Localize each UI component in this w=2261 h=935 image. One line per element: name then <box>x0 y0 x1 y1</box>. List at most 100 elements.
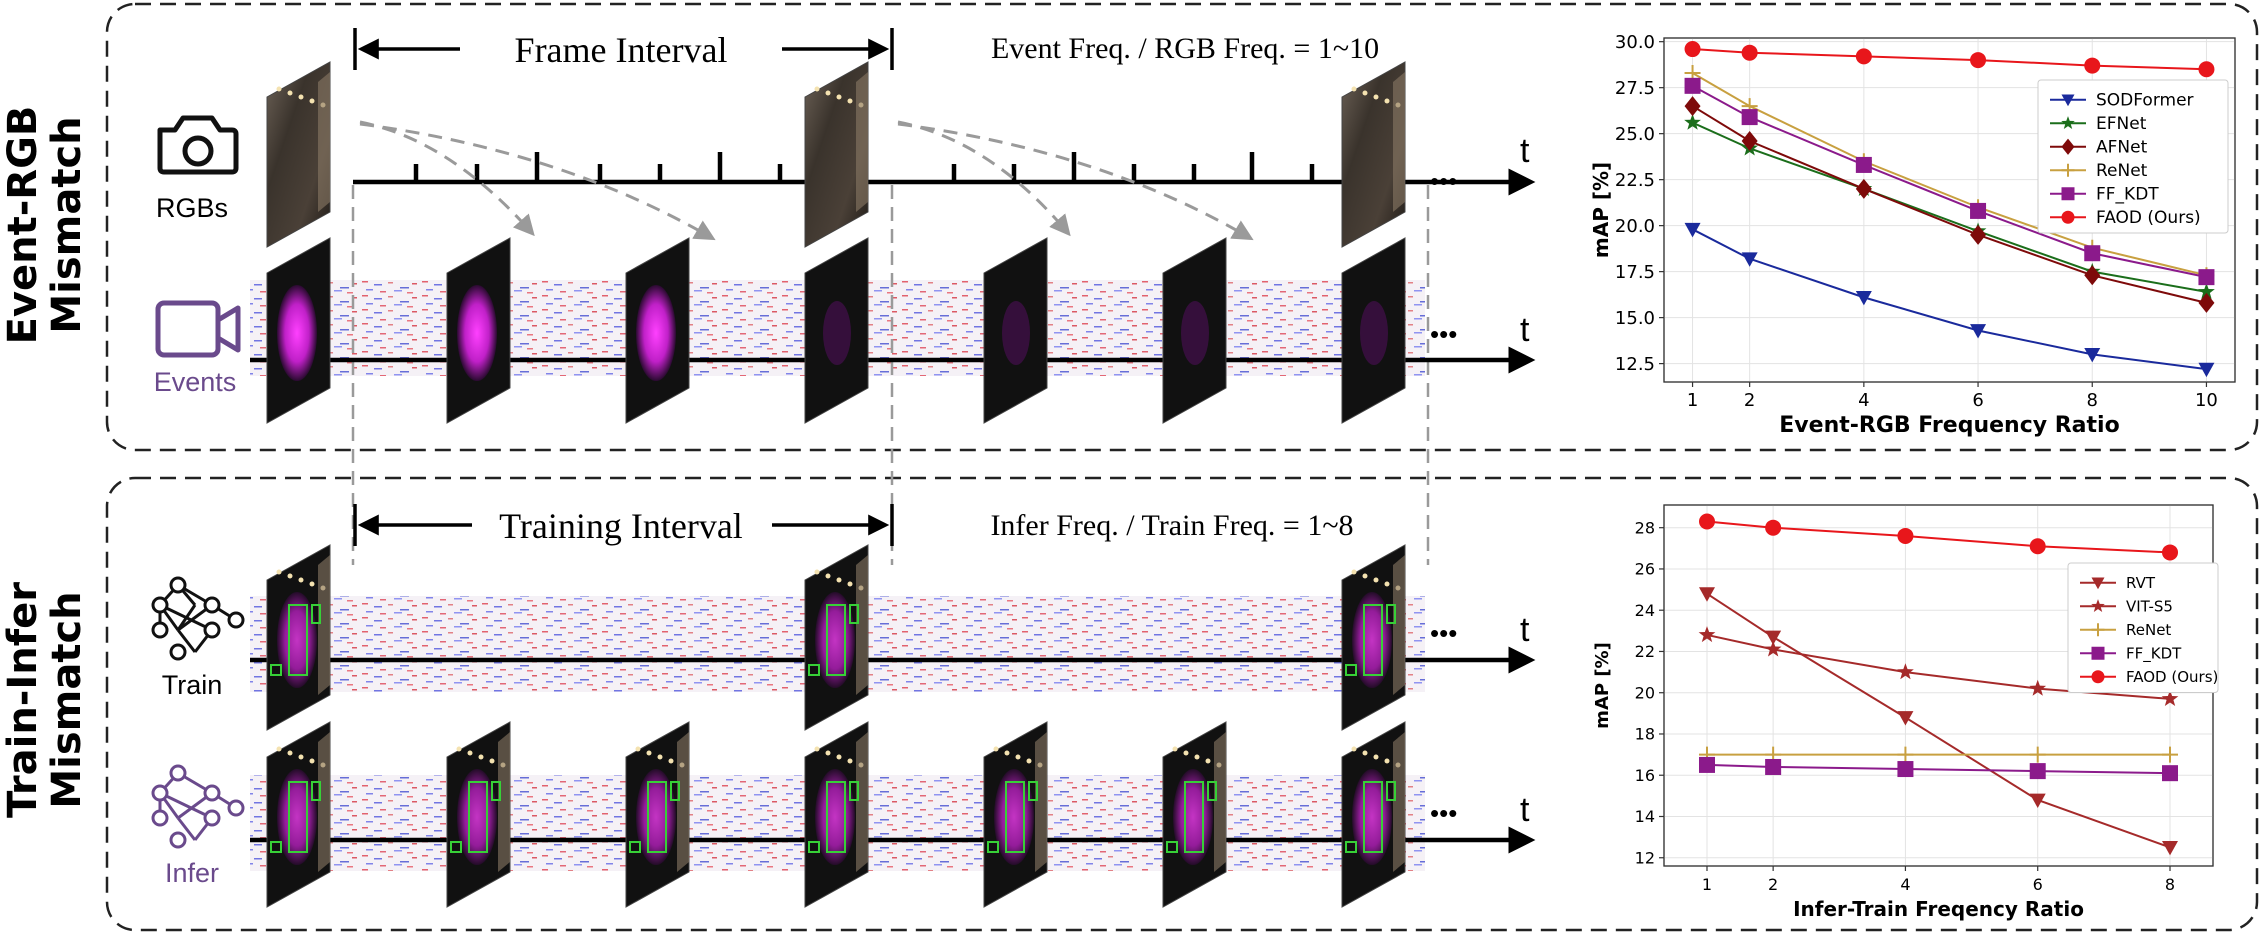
data-point <box>1897 663 1914 680</box>
infer-ellipsis: ••• <box>1430 798 1457 828</box>
event-rgb-freq-label: Event Freq. / RGB Freq. = 1~10 <box>991 32 1379 65</box>
legend-entry: VIT-S5 <box>2126 598 2173 616</box>
y-tick-label: 12.5 <box>1615 354 1655 375</box>
series-ff-kdt <box>1684 77 2215 286</box>
top-panel-border <box>105 2 2259 452</box>
train-time-label: t <box>1520 611 1530 649</box>
data-point <box>2084 265 2101 286</box>
data-point <box>1698 756 1715 773</box>
infer-frame-4 <box>804 721 869 908</box>
series-ff-kdt <box>1698 756 2179 782</box>
infer-frame-6 <box>1162 721 1227 908</box>
y-tick-label: 20.0 <box>1615 216 1655 237</box>
y-tick-label: 25.0 <box>1615 124 1655 145</box>
data-point <box>1970 202 1987 219</box>
data-point <box>1684 41 1701 58</box>
legend-entry: AFNet <box>2096 138 2148 158</box>
event-frame-1 <box>266 237 331 424</box>
rgb-frame-3 <box>1341 61 1406 248</box>
legend-marker <box>2061 187 2075 201</box>
series-line <box>1692 48 2207 71</box>
y-tick-label: 22 <box>1635 642 1655 661</box>
data-point <box>2162 746 2179 763</box>
data-point <box>2198 292 2215 313</box>
x-axis-label: Event-RGB Frequency Ratio <box>1779 413 2119 438</box>
x-tick-label: 4 <box>1900 875 1910 894</box>
bottom-row-label-line1: Train-Infer <box>0 582 46 818</box>
x-tick-label: 10 <box>2195 390 2218 411</box>
event-frame-3 <box>625 237 690 424</box>
plot-frame <box>1663 37 2236 383</box>
y-tick-label: 26 <box>1635 560 1655 579</box>
y-tick-label: 12 <box>1635 848 1655 867</box>
x-tick-label: 1 <box>1687 390 1698 411</box>
data-point <box>2198 283 2215 299</box>
data-point <box>2162 841 2179 856</box>
neural-network-icon <box>151 576 245 661</box>
rgb-label: RGBs <box>156 193 228 223</box>
data-point <box>2029 793 2046 808</box>
frame-interval-marker <box>353 28 894 70</box>
rgb-timeline <box>353 152 1536 196</box>
legend-entry: SODFormer <box>2096 91 2194 111</box>
data-point <box>1684 77 1701 94</box>
train-frame-2 <box>804 544 869 731</box>
train-ellipsis: ••• <box>1430 618 1457 648</box>
event-label: Events <box>154 367 237 397</box>
series-afnet <box>1684 96 2215 313</box>
training-interval-marker <box>353 504 894 546</box>
data-point <box>1855 290 1872 306</box>
legend-entry: EFNet <box>2096 114 2147 134</box>
top-row-label-line1: Event-RGB <box>0 106 46 345</box>
x-axis-label: Infer-Train Freqency Ratio <box>1793 897 2084 921</box>
legend-marker <box>2061 210 2075 224</box>
data-point <box>1741 252 1758 267</box>
x-tick-label: 1 <box>1702 875 1712 894</box>
series-sodformer <box>1684 222 2215 378</box>
y-axis-label: mAP [%] <box>1592 642 1613 729</box>
data-point <box>1897 527 1914 544</box>
series-line <box>1692 228 2207 371</box>
y-tick-label: 20 <box>1635 683 1655 702</box>
x-tick-label: 8 <box>2087 390 2098 411</box>
data-point <box>1897 711 1914 726</box>
bottom-panel-border <box>105 476 2259 932</box>
x-tick-label: 2 <box>1744 390 1755 411</box>
data-point <box>1741 131 1758 152</box>
y-tick-label: 28 <box>1635 518 1655 537</box>
data-point <box>2162 765 2179 782</box>
y-tick-label: 18 <box>1635 725 1655 744</box>
frame-interval-label: Frame Interval <box>515 30 728 70</box>
legend-marker <box>2091 670 2105 684</box>
series-rvt <box>1698 587 2179 856</box>
y-tick-label: 30.0 <box>1615 32 1655 53</box>
data-point <box>1684 113 1701 130</box>
data-point <box>1741 109 1758 126</box>
data-point <box>2084 348 2101 363</box>
event-frame-4 <box>804 237 869 424</box>
camera-icon <box>157 115 239 175</box>
x-tick-label: 6 <box>2033 875 2043 894</box>
legend-marker <box>2061 163 2075 177</box>
chart-event-rgb: 1 2 4 6 8 10 12.5 15.0 17.5 20.0 22.5 25.0 27.5 30.0 E… <box>1589 32 2236 438</box>
y-tick-label: 14 <box>1635 807 1655 826</box>
training-interval-label: Training Interval <box>499 506 743 546</box>
neural-network-icon-infer <box>151 764 245 849</box>
y-tick-label: 16 <box>1635 766 1655 785</box>
event-time-label: t <box>1520 311 1530 349</box>
legend-marker <box>2091 623 2105 637</box>
legend: RVT VIT-S5 ReNet FF_KDT FAOD (Ours) <box>2067 562 2219 693</box>
legend-entry: FF_KDT <box>2126 645 2182 664</box>
data-point <box>1897 761 1914 778</box>
infer-frame-7 <box>1341 721 1406 908</box>
data-point <box>2162 544 2179 561</box>
legend-marker <box>2091 599 2105 613</box>
legend-marker <box>2091 646 2105 660</box>
data-point <box>1765 758 1782 775</box>
event-frame-2 <box>446 237 511 424</box>
legend-entry: ReNet <box>2126 621 2171 639</box>
top-row-label-line2: Mismatch <box>44 116 90 333</box>
series-line <box>1692 84 2207 279</box>
data-point <box>2029 679 2047 696</box>
